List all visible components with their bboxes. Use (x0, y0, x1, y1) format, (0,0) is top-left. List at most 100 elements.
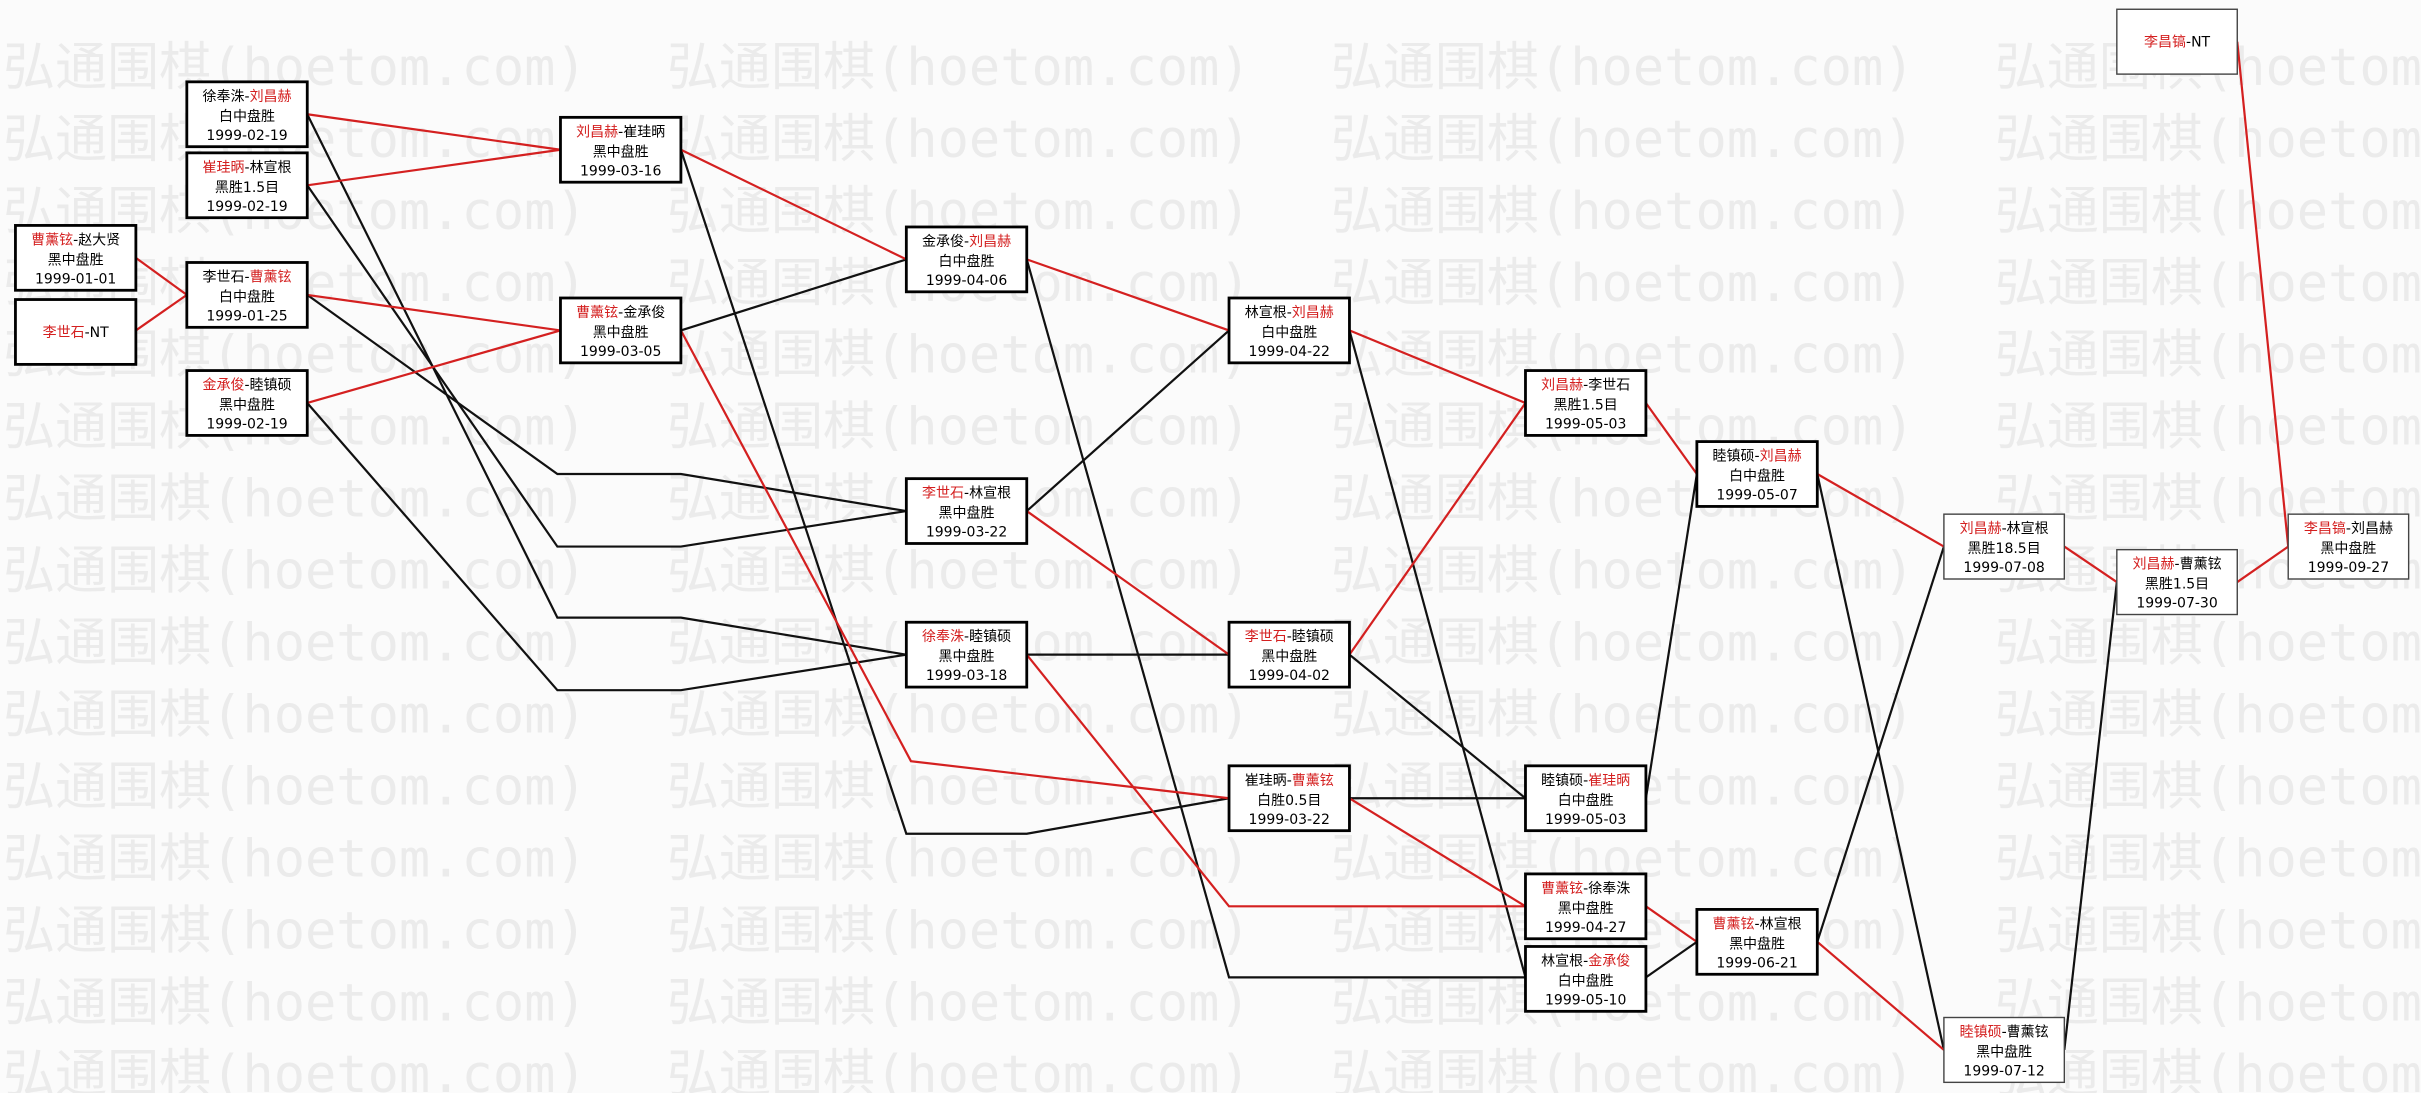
player: 曹薰铉 (31, 232, 73, 248)
player: 刘昌赫 (2133, 557, 2175, 573)
watermark-text: 弘通围棋(hoetom.com) (3, 973, 587, 1033)
node-box (1524, 764, 1648, 833)
node-box (904, 225, 1029, 294)
node-box (904, 620, 1029, 689)
separator: - (1583, 773, 1588, 789)
watermark-text: 弘通围棋(hoetom.com) (1331, 685, 1915, 745)
result: 黑中盘胜 (1976, 1043, 2032, 1060)
watermark-text: 弘通围棋(hoetom.com) (667, 326, 1251, 386)
loser-edge (2063, 581, 2118, 1051)
watermark-text: 弘通围棋(hoetom.com) (1331, 38, 1915, 98)
player: 李世石 (43, 325, 85, 341)
players: 崔珪昞-林宣根 (203, 160, 292, 176)
result: 黑胜1.5目 (1554, 398, 1618, 414)
separator: - (1287, 773, 1292, 789)
result: 白中盘胜 (219, 108, 275, 125)
watermark-text: 弘通围棋(hoetom.com) (3, 685, 587, 745)
watermark-text: 弘通围棋(hoetom.com) (667, 110, 1251, 170)
winner-edge (1645, 402, 1698, 475)
player: 金承俊 (1588, 953, 1630, 969)
player: 刘昌赫 (576, 124, 618, 140)
result: 黑胜1.5目 (215, 180, 279, 196)
date: 1999-07-30 (2136, 596, 2217, 612)
result: 黑中盘胜 (939, 505, 995, 522)
node-box (2116, 548, 2238, 616)
players: 金承俊-睦镇硕 (203, 378, 292, 394)
watermark-layer: 弘通围棋(hoetom.com) 弘通围棋(hoetom.com) 弘通围棋(hoe… (3, 38, 2421, 1093)
watermark-text: 弘通围棋(hoetom.com) (667, 901, 1251, 961)
date: 1999-04-06 (926, 273, 1007, 289)
result: 白中盘胜 (1261, 324, 1317, 341)
watermark-text: 弘通围棋(hoetom.com) (1995, 398, 2421, 458)
separator: - (245, 89, 250, 105)
result: 白中盘胜 (939, 253, 995, 270)
player: 林宣根 (1541, 953, 1583, 969)
watermark-text: 弘通围棋(hoetom.com) (667, 685, 1251, 745)
player: 曹薰铉 (1713, 916, 1755, 932)
players: 李世石-曹薰铉 (203, 269, 292, 285)
watermark-text: 弘通围棋(hoetom.com) (1995, 110, 2421, 170)
date: 1999-04-22 (1249, 344, 1330, 360)
player: 林宣根 (2007, 521, 2049, 537)
result: 白胜0.5目 (1257, 793, 1321, 809)
player: 睦镇硕 (1292, 629, 1334, 645)
loser-edge (1348, 330, 1527, 978)
player: 刘昌赫 (1760, 449, 1802, 465)
date: 1999-05-07 (1716, 488, 1797, 504)
watermark-text: 弘通围棋(hoetom.com) (667, 542, 1251, 602)
node-box (1695, 440, 1819, 508)
player: 林宣根 (969, 486, 1011, 502)
player: 刘昌赫 (1960, 521, 2002, 537)
players: 李昌镐-刘昌赫 (2304, 521, 2393, 537)
winner-edge (1349, 329, 1526, 405)
node-box (559, 296, 683, 365)
player: 曹薰铉 (1292, 773, 1334, 789)
watermark-text: 弘通围棋(hoetom.com) (667, 1045, 1251, 1093)
player: 林宣根 (250, 160, 292, 176)
player: 曹薰铉 (576, 305, 618, 321)
player: 刘昌赫 (2351, 521, 2393, 537)
date: 1999-07-12 (1963, 1063, 2044, 1079)
result: 黑中盘胜 (939, 648, 995, 665)
date: 1999-05-03 (1545, 417, 1626, 433)
player: 睦镇硕 (1541, 773, 1583, 789)
node-box (1695, 908, 1819, 976)
players: 徐奉洙-睦镇硕 (922, 629, 1011, 645)
edges (135, 41, 2290, 1051)
winner-edge (135, 294, 188, 332)
players: 睦镇硕-刘昌赫 (1713, 449, 1802, 465)
watermark-text: 弘通围棋(hoetom.com) (3, 829, 587, 889)
player: 林宣根 (1245, 305, 1287, 321)
loser-edge (679, 149, 1230, 835)
player: 曹薰铉 (250, 269, 292, 285)
separator: - (2002, 521, 2007, 537)
winner-edge (1816, 941, 1945, 1051)
node-box (185, 80, 309, 149)
result: 黑中盘胜 (1261, 648, 1317, 665)
date: 1999-06-21 (1716, 955, 1797, 971)
separator: - (2002, 1024, 2007, 1040)
watermark-text: 弘通围棋(hoetom.com) (1995, 685, 2421, 745)
player: NT (90, 325, 109, 341)
date: 1999-03-16 (580, 163, 661, 179)
watermark-text: 弘通围棋(hoetom.com) (1995, 973, 2421, 1033)
separator: - (964, 234, 969, 250)
node-box (14, 298, 138, 366)
result: 黑中盘胜 (593, 324, 649, 341)
result: 黑中盘胜 (1558, 900, 1614, 917)
node-box (1524, 872, 1648, 941)
result: 白中盘胜 (1558, 792, 1614, 809)
loser-edge (1816, 473, 1945, 1051)
players: 睦镇硕-崔珪昞 (1541, 773, 1630, 789)
player: 崔珪昞 (1245, 773, 1287, 789)
node-box (1227, 620, 1351, 689)
